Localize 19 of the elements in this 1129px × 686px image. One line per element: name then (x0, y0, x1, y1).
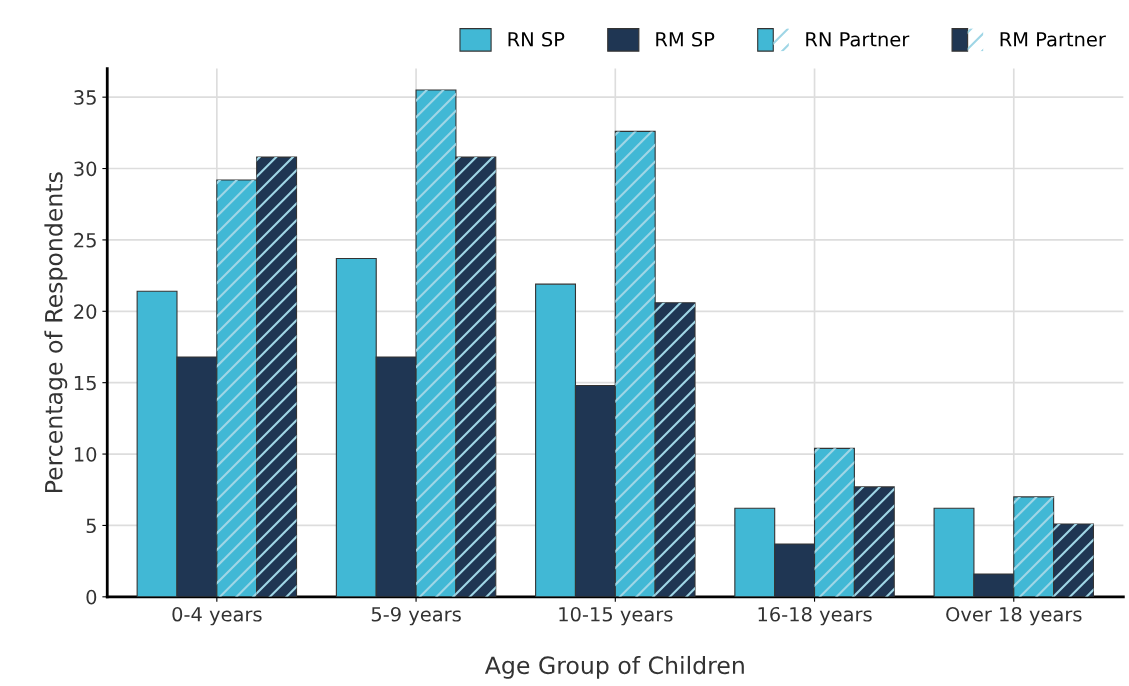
x-tick-label: 10-15 years (559, 606, 673, 626)
x-tick-label: Over 18 years (946, 606, 1082, 626)
y-tick-label: 35 (74, 90, 96, 105)
y-tick-label: 10 (74, 447, 97, 462)
y-tick-label: 5 (86, 518, 96, 534)
legend-label: RM SP (656, 31, 715, 47)
y-tick-label: 15 (74, 375, 96, 391)
x-tick-label: 0-4 years (172, 606, 262, 626)
y-tick-label: 0 (86, 589, 97, 605)
y-tick-label: 30 (74, 161, 97, 177)
legend-label: RM Partner (1000, 32, 1106, 47)
y-axis-title: Percentage of Respondents (44, 172, 68, 492)
legend-label: RN SP (508, 31, 565, 47)
legend-label: RN Partner (806, 32, 910, 47)
y-tick-label: 25 (74, 232, 96, 248)
y-tick-label: 20 (74, 304, 97, 319)
x-axis-title: Age Group of Children (484, 655, 744, 679)
x-tick-label: 16-18 years (758, 606, 872, 626)
x-tick-label: 5-9 years (371, 606, 461, 626)
